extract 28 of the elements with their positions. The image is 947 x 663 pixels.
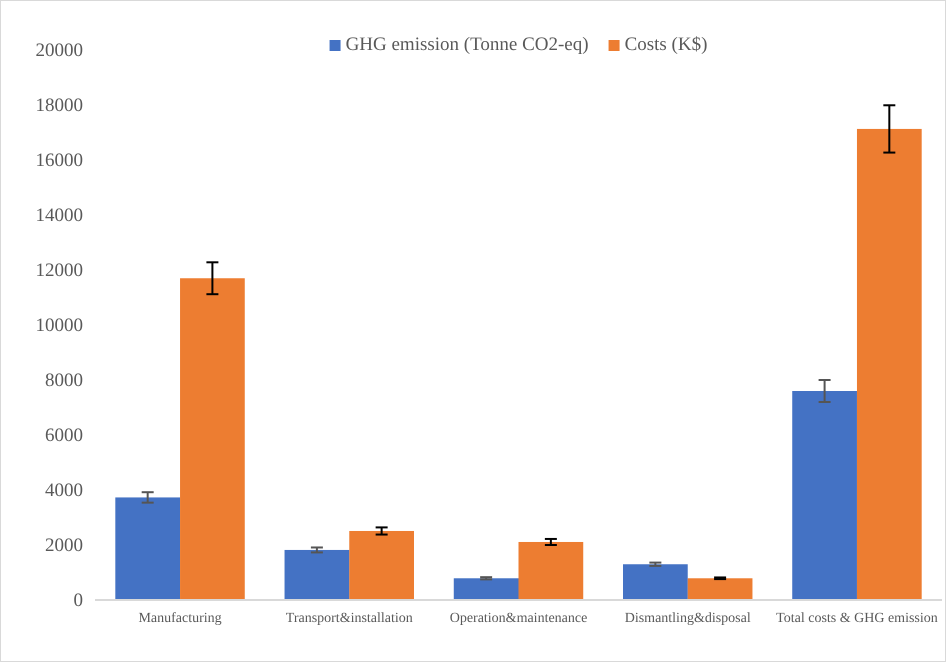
x-tick-label: Operation&maintenance [450, 610, 588, 626]
y-tick-label: 6000 [45, 425, 83, 446]
bar [518, 542, 584, 600]
x-tick-label: Dismantling&disposal [624, 610, 751, 626]
x-tick-label: Transport&installation [286, 610, 413, 626]
y-tick-label: 20000 [36, 40, 83, 62]
bar [349, 530, 414, 600]
y-tick-label: 0 [74, 590, 83, 612]
bar [688, 578, 752, 600]
bar [856, 128, 922, 600]
y-tick-label: 14000 [36, 205, 83, 226]
x-tick-label: Total costs & GHG emission [776, 610, 938, 626]
bar [623, 564, 688, 600]
y-tick-label: 18000 [36, 95, 83, 116]
bar [115, 497, 180, 600]
legend-label: Costs (K$) [624, 34, 708, 55]
bar [180, 278, 245, 600]
y-tick-label: 8000 [45, 370, 83, 392]
x-tick-label: Manufacturing [138, 610, 222, 626]
legend-label: GHG emission (Tonne CO2-eq) [346, 34, 589, 55]
y-tick-label: 12000 [36, 260, 83, 282]
bar [284, 550, 350, 600]
bar [454, 578, 518, 600]
y-tick-label: 10000 [36, 315, 83, 336]
y-tick-label: 4000 [45, 480, 83, 502]
bar [792, 391, 857, 600]
y-tick-label: 2000 [45, 535, 83, 556]
y-tick-label: 16000 [36, 150, 83, 172]
